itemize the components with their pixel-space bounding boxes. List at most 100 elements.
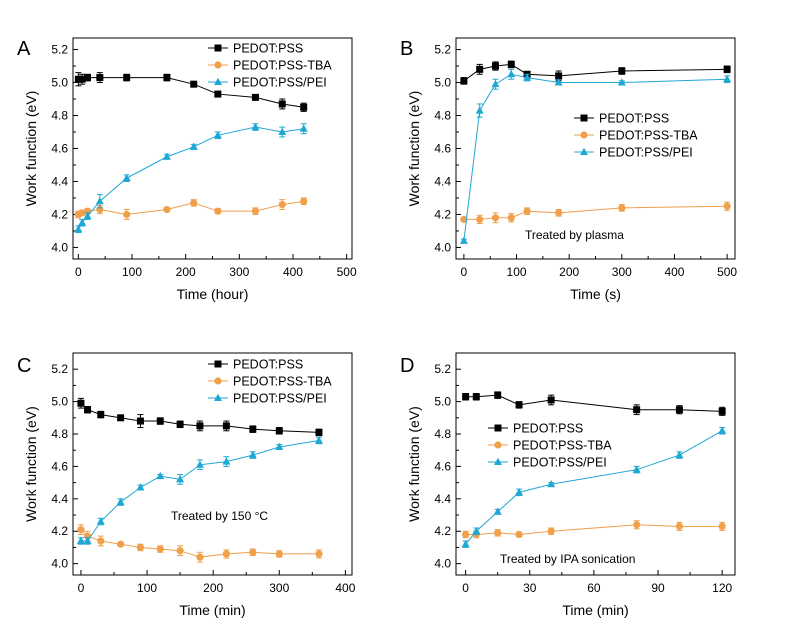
y-axis-title: Work function (eV) [23,91,39,207]
series-pedot-pss-tba [462,520,726,539]
data-point [214,207,222,215]
y-tick-label: 4.8 [434,427,451,441]
legend-marker [214,377,222,385]
x-tick-label: 0 [461,265,468,279]
data-point [491,214,500,222]
x-tick-label: 200 [559,265,579,279]
data-point [275,427,283,435]
data-point [459,236,468,244]
data-point [723,65,731,73]
data-point [475,106,484,114]
series-line [463,73,728,241]
series-pedot-pss-pei [459,68,732,244]
legend-marker [494,457,502,465]
y-tick-label: 4.6 [434,142,451,156]
data-point [462,530,470,539]
series-pedot-pss-tba [74,197,308,220]
data-point [315,550,323,558]
y-axis-title: Work function (eV) [406,91,422,207]
legend-marker [494,424,502,432]
x-axis-title: Time (min) [179,602,245,618]
data-point [507,60,515,68]
data-point [117,414,125,422]
data-point [78,75,86,83]
data-point [136,543,145,552]
data-point [675,406,683,414]
x-tick-label: 200 [176,265,196,279]
legend: PEDOT:PSS PEDOT:PSS-TBA PEDOT:PSS/PEI [208,42,332,90]
x-tick-label: 400 [283,265,303,279]
data-point [196,553,204,561]
legend-marker [580,114,588,122]
data-point [123,210,131,219]
data-point [278,127,287,136]
data-point [555,209,563,217]
legend-label: PEDOT:PSS-TBA [233,59,332,73]
data-point [122,173,131,182]
data-point [555,72,563,80]
data-point [136,417,144,425]
legend-label: PEDOT:PSS [233,42,303,56]
legend-marker [494,441,502,449]
y-tick-label: 4.0 [434,240,451,254]
x-tick-label: 120 [712,581,732,595]
data-point [251,93,259,101]
data-point [176,547,184,555]
y-tick-label: 4.4 [434,174,451,188]
series-pedot-pss [77,397,323,437]
panel-letter: D [400,355,414,377]
data-point [494,529,502,537]
y-tick-label: 4.6 [51,459,68,473]
data-point [123,74,131,82]
data-point [97,537,105,545]
chart-panel-c: 0 100 200 300 400 4.0 4.2 4.4 4.6 4.8 5.0 5.2 Time (… [17,352,356,618]
data-point [547,396,555,404]
series-pedot-pss-pei [461,426,727,548]
x-axis-title: Time (min) [562,602,628,618]
x-tick-label: 90 [651,581,665,595]
data-point [222,457,231,465]
data-point [251,122,260,131]
legend: PEDOT:PSS PEDOT:PSS-TBA PEDOT:PSS/PEI [208,358,332,406]
series-pedot-pss-pei [76,436,323,545]
legend: PEDOT:PSS PEDOT:PSS-TBA PEDOT:PSS/PEI [574,112,698,160]
data-point [491,62,499,70]
data-point [189,142,198,150]
data-point [300,197,308,205]
data-point [476,215,484,224]
data-point [723,202,731,210]
data-point [493,507,502,515]
x-tick-label: 400 [335,581,355,595]
panel-letter: C [17,355,31,377]
data-point [163,74,171,82]
legend-label: PEDOT:PSS/PEI [513,456,607,470]
legend-label: PEDOT:PSS [513,422,583,436]
data-point [74,225,83,233]
y-tick-label: 4.6 [434,459,451,473]
data-point [460,77,468,85]
y-tick-label: 4.8 [51,427,68,441]
chart-panel-d: 0 30 60 90 120 4.0 4.2 4.4 4.6 4.8 5.0 5.2 Time (min… [400,352,736,618]
legend: PEDOT:PSS PEDOT:PSS-TBA PEDOT:PSS/PEI [488,422,612,470]
series-line [80,440,320,542]
y-tick-label: 4.4 [434,492,451,506]
data-point [251,207,260,215]
data-point [491,79,500,88]
data-point [214,90,222,98]
panel-annotation: Treated by 150 °C [171,509,268,523]
series-line [463,205,728,220]
series-line [77,126,304,230]
y-tick-label: 5.0 [434,395,451,409]
y-tick-label: 4.2 [51,207,68,221]
data-point [116,497,125,506]
data-point [618,67,626,75]
data-point [515,530,523,539]
series-pedot-pss-pei [74,122,308,234]
legend-label: PEDOT:PSS/PEI [599,146,693,160]
data-point [77,399,85,407]
legend-marker [214,77,222,85]
data-point [156,545,164,553]
x-tick-label: 400 [664,265,684,279]
data-point [494,391,502,399]
